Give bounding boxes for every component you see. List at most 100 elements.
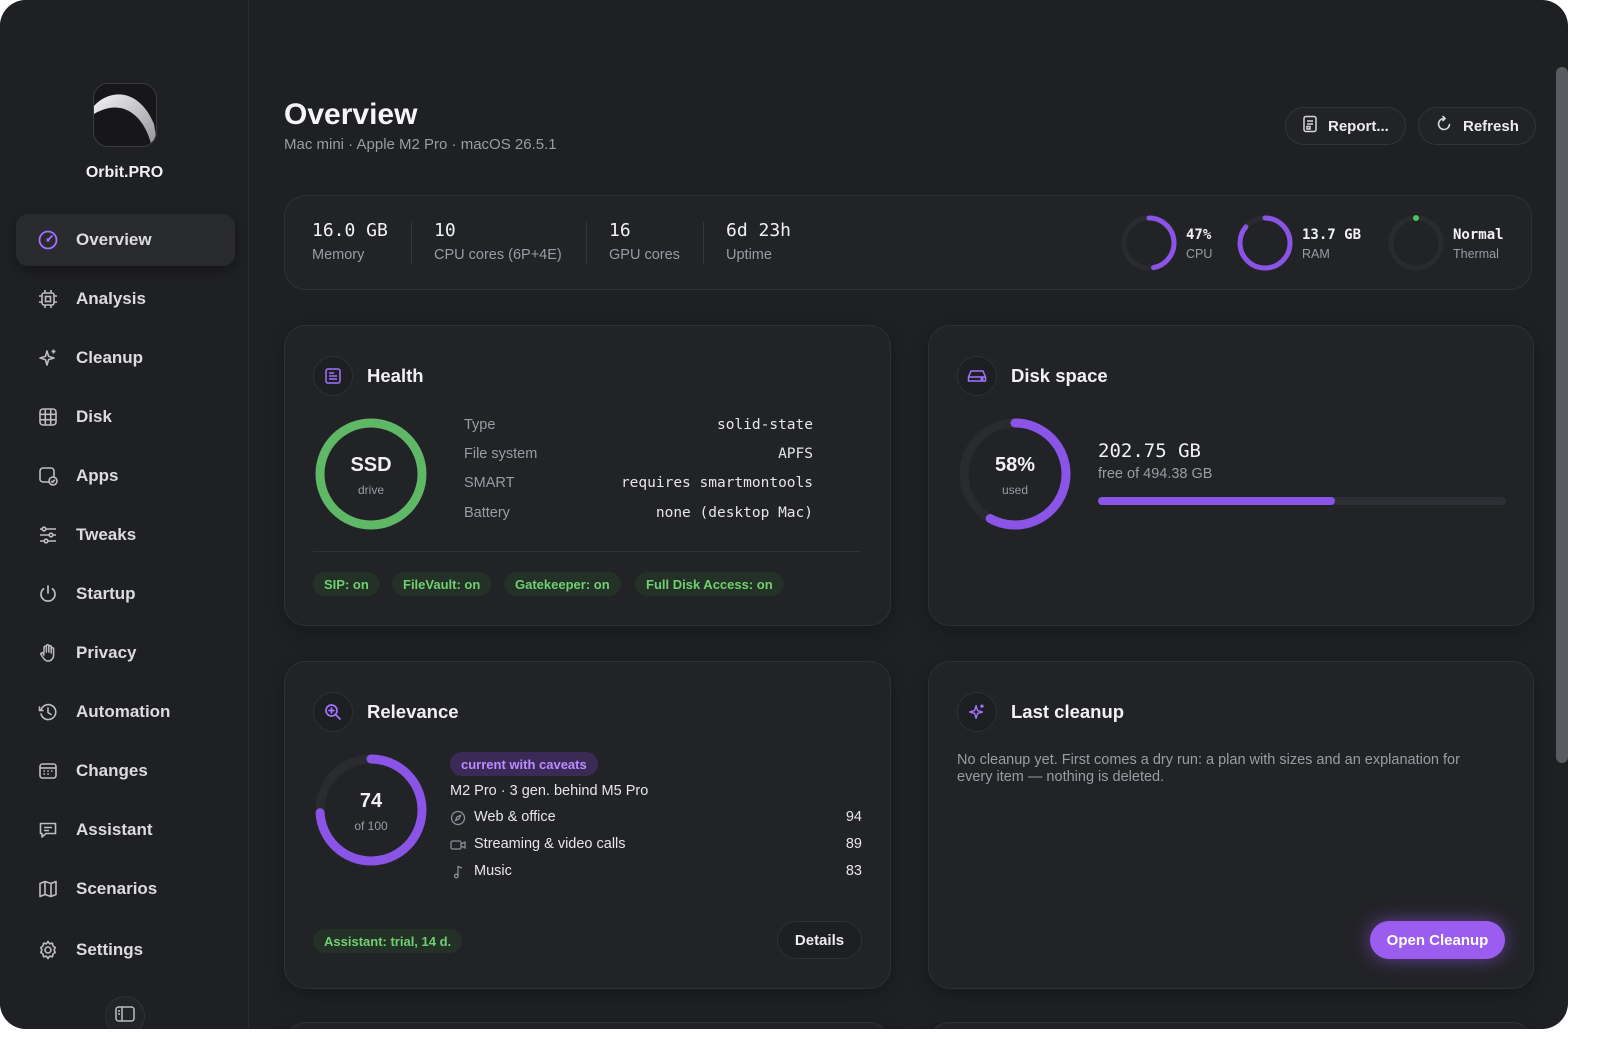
sparkles-icon — [37, 347, 59, 369]
gauge-icon — [37, 229, 59, 251]
relevance-list: Web & office 94 Streaming & video calls … — [450, 807, 862, 887]
cpu-gauge: 47% CPU — [1120, 214, 1212, 277]
page-title: Overview — [284, 98, 418, 131]
detail-key: File system — [464, 446, 538, 462]
stat-value: 10 — [434, 220, 456, 241]
app-name: Orbit.PRO — [85, 164, 164, 181]
gauge-value: Normal — [1453, 227, 1504, 243]
health-card: Health SSD drive Type solid-state File s… — [284, 325, 891, 626]
sidebar-item-changes[interactable]: Changes — [16, 745, 235, 797]
assistant-trial-badge: Assistant: trial, 14 d. — [313, 929, 463, 953]
divider — [313, 551, 861, 552]
relevance-summary: M2 Pro · 3 gen. behind M5 Pro — [450, 783, 649, 799]
compass-icon — [450, 810, 466, 826]
refresh-button-label: Refresh — [1463, 117, 1519, 135]
disk-usage-bar-fill — [1098, 497, 1335, 505]
open-cleanup-button[interactable]: Open Cleanup — [1370, 921, 1505, 959]
sidebar-item-automation[interactable]: Automation — [16, 686, 235, 738]
sidebar-item-scenarios[interactable]: Scenarios — [16, 863, 235, 915]
chip-icon — [37, 288, 59, 310]
ssd-ring — [315, 418, 427, 530]
sidebar-item-label: Settings — [76, 940, 144, 959]
gauge-label: RAM — [1302, 247, 1330, 261]
gauge-label: Thermal — [1453, 247, 1499, 261]
sidebar-item-privacy[interactable]: Privacy — [16, 627, 235, 679]
thermal-gauge: Normal Thermal — [1387, 214, 1504, 277]
stat-label: GPU cores — [609, 247, 680, 263]
sidebar-item-disk[interactable]: Disk — [16, 391, 235, 443]
detail-row: SMART requires smartmontools — [464, 475, 813, 495]
last-cleanup-card: Last cleanup No cleanup yet. First comes… — [928, 661, 1534, 989]
gauge-label: CPU — [1186, 247, 1213, 261]
disk-free-of: free of 494.38 GB — [1098, 466, 1213, 482]
disk-free-value: 202.75 GB — [1098, 440, 1201, 462]
relevance-row: Music 83 — [450, 861, 862, 883]
sidebar-item-label: Assistant — [76, 820, 153, 839]
sidebar-item-cleanup[interactable]: Cleanup — [16, 332, 235, 384]
sidebar-item-tweaks[interactable]: Tweaks — [16, 509, 235, 561]
sidebar-item-label: Privacy — [76, 643, 137, 662]
system-stats-strip: 16.0 GB Memory 10 CPU cores (6P+4E) 16 G… — [284, 195, 1532, 290]
video-icon — [450, 837, 466, 853]
chat-icon — [37, 819, 59, 841]
relevance-status-badge: current with caveats — [450, 752, 598, 776]
stat-memory: 16.0 GB Memory — [312, 220, 388, 263]
sidebar-item-startup[interactable]: Startup — [16, 568, 235, 620]
sidebar-item-settings[interactable]: Settings — [16, 924, 235, 976]
divider — [703, 222, 704, 264]
detail-row: File system APFS — [464, 446, 813, 466]
gatekeeper-badge: Gatekeeper: on — [504, 572, 621, 596]
sparkles-icon — [957, 692, 997, 732]
detail-key: SMART — [464, 475, 515, 491]
full-disk-access-badge: Full Disk Access: on — [635, 572, 784, 596]
sidebar-item-apps[interactable]: Apps — [16, 450, 235, 502]
relevance-row-label: Web & office — [474, 809, 556, 825]
sidebar: Orbit.PRO Overview Analysis Cleanup Disk… — [0, 0, 249, 1029]
sidebar-item-overview[interactable]: Overview — [16, 214, 235, 266]
refresh-button[interactable]: Refresh — [1418, 107, 1536, 145]
detail-value: solid-state — [716, 417, 813, 433]
divider — [586, 222, 587, 264]
ring-label: used — [1001, 483, 1029, 497]
disk-space-card: Disk space 58% used 202.75 GB free of 49… — [928, 325, 1534, 626]
card-title: Disk space — [1011, 365, 1108, 386]
ring-label: drive — [357, 483, 384, 497]
report-icon — [1302, 115, 1318, 137]
hand-icon — [37, 642, 59, 664]
sip-badge: SIP: on — [313, 572, 380, 596]
sidebar-item-label: Tweaks — [76, 525, 137, 544]
detail-row: Battery none (desktop Mac) — [464, 505, 813, 525]
detail-value: requires smartmontools — [620, 475, 813, 491]
sidebar-item-label: Automation — [76, 702, 171, 721]
ring-label: of 100 — [354, 819, 388, 833]
sidebar-item-label: Startup — [76, 584, 136, 603]
sidebar-item-assistant[interactable]: Assistant — [16, 804, 235, 856]
details-button[interactable]: Details — [777, 921, 862, 959]
relevance-row: Streaming & video calls 89 — [450, 834, 862, 856]
sidebar-item-analysis[interactable]: Analysis — [16, 273, 235, 325]
gauge-value: 47% — [1186, 227, 1212, 243]
refresh-icon — [1435, 115, 1453, 137]
sidebar-toggle-icon — [115, 1005, 135, 1027]
stat-value: 16.0 GB — [312, 220, 388, 241]
last-cleanup-description: No cleanup yet. First comes a dry run: a… — [957, 752, 1460, 785]
grid-icon — [37, 406, 59, 428]
zoom-search-icon — [313, 692, 353, 732]
divider — [411, 222, 412, 264]
relevance-row-score: 94 — [845, 809, 862, 825]
stat-cpu-cores: 10 CPU cores (6P+4E) — [434, 220, 562, 263]
health-details: Type solid-state File system APFS SMART … — [464, 417, 813, 537]
report-button-label: Report... — [1328, 117, 1389, 135]
report-button[interactable]: Report... — [1285, 107, 1406, 145]
card-title: Relevance — [367, 701, 459, 722]
scrollbar[interactable] — [1556, 67, 1568, 763]
sidebar-item-label: Cleanup — [76, 348, 144, 367]
sidebar-item-label: Apps — [76, 466, 119, 485]
sidebar-toggle-button[interactable] — [105, 996, 145, 1029]
stat-label: CPU cores (6P+4E) — [434, 247, 562, 263]
card-title: Health — [367, 365, 424, 386]
filevault-badge: FileVault: on — [392, 572, 492, 596]
calendar-icon — [37, 760, 59, 782]
sidebar-item-label: Disk — [76, 407, 112, 426]
disk-usage-bar — [1098, 497, 1506, 505]
